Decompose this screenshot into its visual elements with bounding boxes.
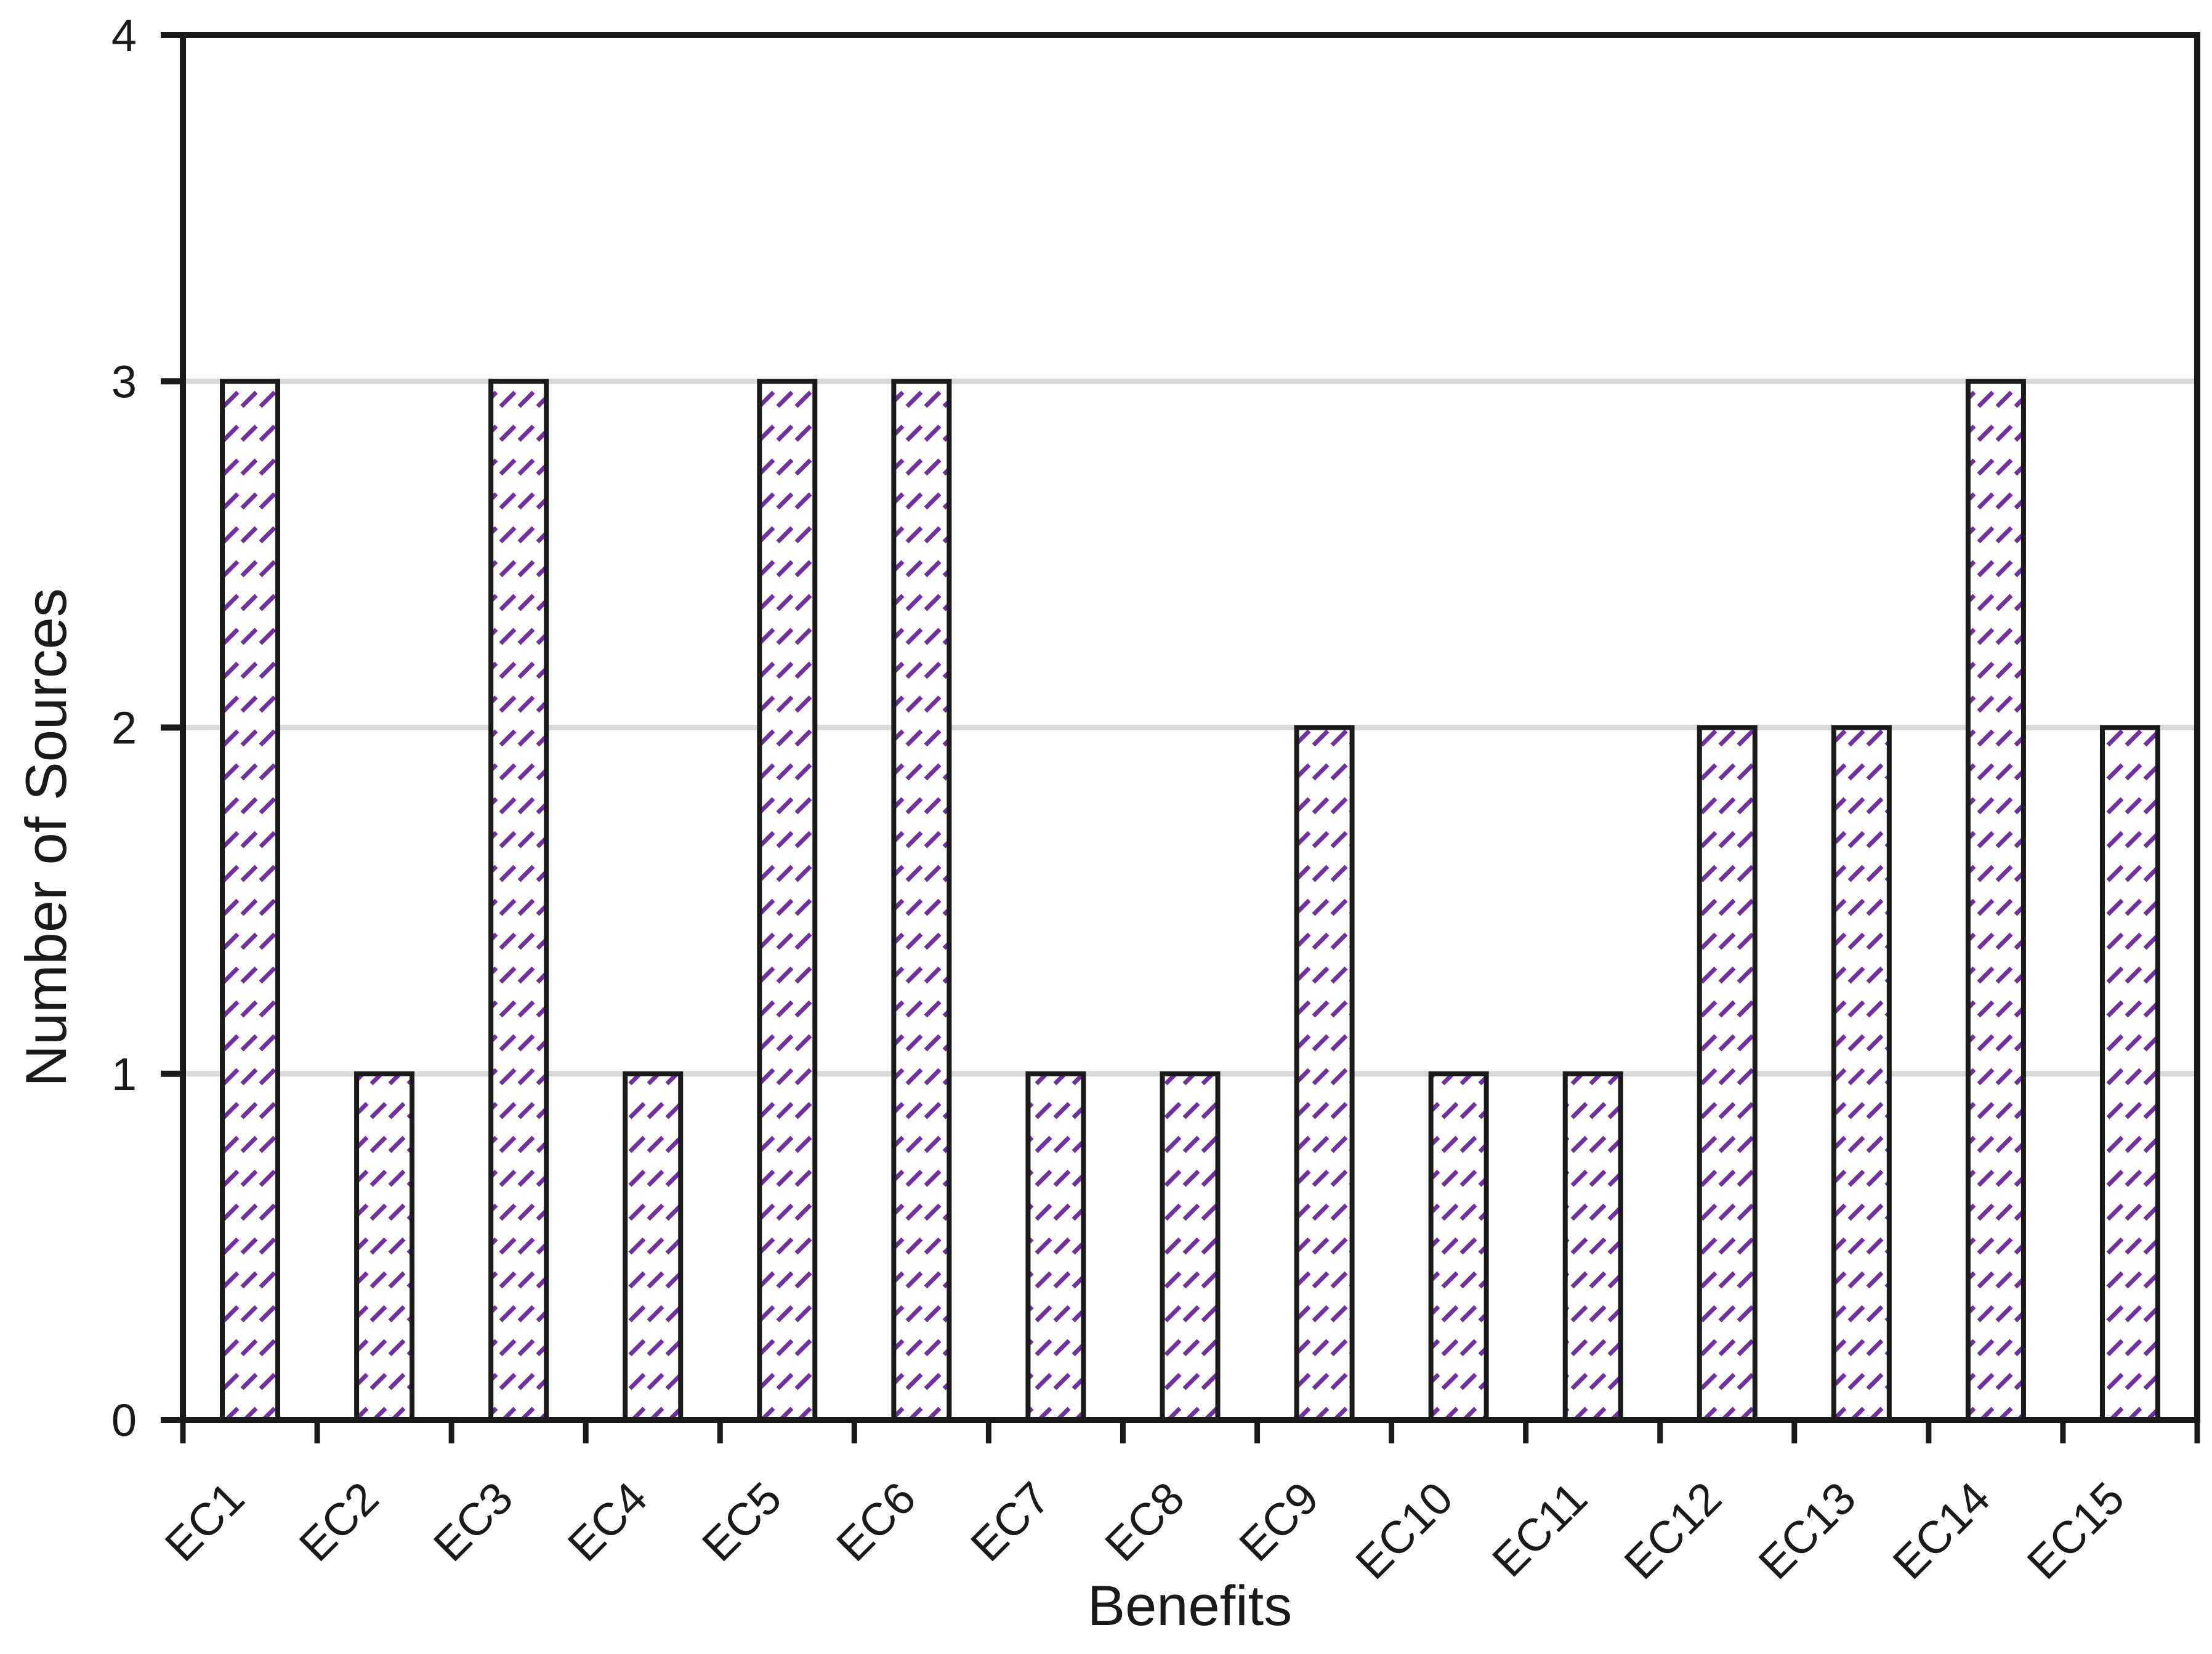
y-tick-label-0: 0 xyxy=(111,1395,137,1446)
x-tick-label-EC4: EC4 xyxy=(558,1472,656,1571)
bar-EC7 xyxy=(1025,1071,1086,1422)
x-tick-label-EC3: EC3 xyxy=(424,1472,522,1571)
x-tick-label-EC9: EC9 xyxy=(1229,1472,1328,1571)
bar-EC15 xyxy=(2099,725,2160,1422)
y-tick-label-1: 1 xyxy=(111,1049,137,1100)
bar-EC11 xyxy=(1562,1071,1623,1422)
bar-EC1 xyxy=(220,379,281,1422)
x-tick-label-EC11: EC11 xyxy=(1482,1472,1597,1587)
y-tick-label-4: 4 xyxy=(111,10,137,61)
x-tick-label-EC12: EC12 xyxy=(1614,1472,1731,1589)
y-axis-title: Number of Sources xyxy=(14,588,78,1087)
x-tick-label-EC7: EC7 xyxy=(961,1472,1059,1571)
y-tick-label-2: 2 xyxy=(111,703,137,754)
bar-EC6 xyxy=(891,379,952,1422)
x-tick-label-EC6: EC6 xyxy=(826,1472,925,1571)
bar-EC8 xyxy=(1160,1071,1221,1422)
bar-EC9 xyxy=(1294,725,1355,1422)
bar-EC5 xyxy=(757,379,818,1422)
x-tick-label-EC15: EC15 xyxy=(2017,1472,2134,1589)
x-axis-title: Benefits xyxy=(1087,1575,1293,1637)
bar-EC12 xyxy=(1697,725,1758,1422)
x-tick-label-EC5: EC5 xyxy=(692,1472,791,1571)
x-tick-label-EC10: EC10 xyxy=(1346,1472,1463,1589)
bar-EC3 xyxy=(488,379,549,1422)
bar-EC2 xyxy=(354,1071,415,1422)
x-tick-label-EC14: EC14 xyxy=(1883,1472,2000,1589)
y-tick-label-3: 3 xyxy=(111,356,137,407)
bar-EC10 xyxy=(1428,1071,1489,1422)
x-tick-label-EC2: EC2 xyxy=(289,1472,388,1571)
bar-EC14 xyxy=(1965,379,2026,1422)
x-tick-label-EC13: EC13 xyxy=(1749,1472,1866,1589)
bar-EC4 xyxy=(623,1071,684,1422)
x-tick-label-EC8: EC8 xyxy=(1095,1472,1193,1571)
x-tick-label-EC1: EC1 xyxy=(155,1472,254,1571)
bar-EC13 xyxy=(1831,725,1892,1422)
